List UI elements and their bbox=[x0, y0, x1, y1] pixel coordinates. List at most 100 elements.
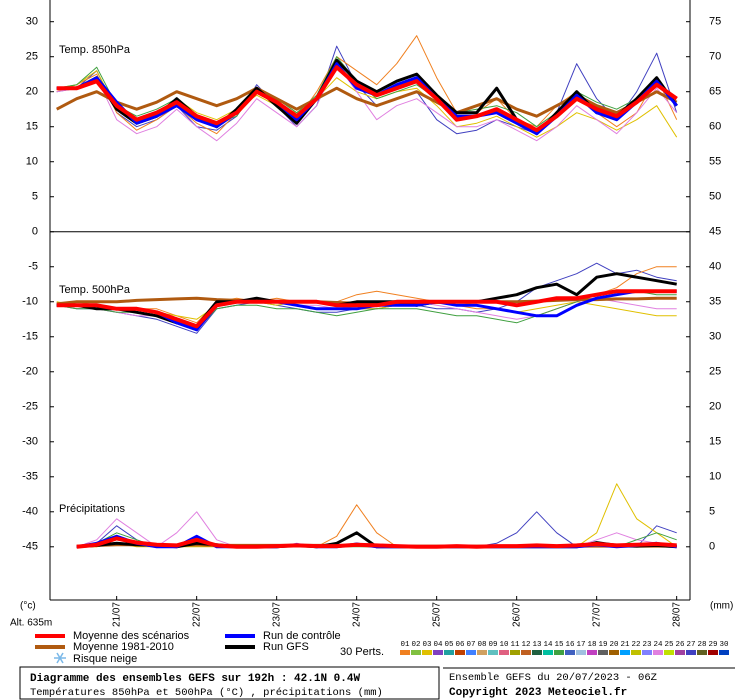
perturbation-number: 06 bbox=[455, 641, 465, 649]
perturbation-swatch bbox=[499, 650, 509, 655]
perturbation-number: 20 bbox=[609, 641, 619, 649]
y-tick-label: 20 bbox=[26, 86, 38, 98]
y2-unit: (mm) bbox=[710, 601, 733, 612]
y-tick-label: 15 bbox=[26, 121, 38, 133]
perturbation-swatch bbox=[477, 650, 487, 655]
perturbation-number: 29 bbox=[708, 641, 717, 649]
perturbation-swatch bbox=[686, 650, 696, 655]
y-tick-label: -35 bbox=[22, 471, 38, 483]
plot-area bbox=[57, 36, 677, 547]
panel-label: Précipitations bbox=[59, 503, 126, 515]
x-tick-label: 24/07 bbox=[351, 602, 362, 627]
perturbation-number: 24 bbox=[653, 641, 663, 649]
y-tick-label: 30 bbox=[26, 16, 38, 28]
perturbation-number: 22 bbox=[631, 641, 640, 649]
y-tick-label: -10 bbox=[22, 296, 38, 308]
y2-tick-label: 55 bbox=[709, 156, 721, 168]
perturbation-swatch bbox=[444, 650, 454, 655]
perturbation-number: 05 bbox=[444, 641, 454, 649]
y-unit: (°c) bbox=[20, 601, 36, 612]
perturbation-swatch bbox=[675, 650, 685, 655]
perturbation-swatch bbox=[631, 650, 641, 655]
perturbation-number: 15 bbox=[554, 641, 564, 649]
perturbation-swatch bbox=[521, 650, 531, 655]
legend-label: Moyenne 1981-2010 bbox=[73, 641, 174, 653]
x-tick-label: 27/07 bbox=[591, 602, 602, 627]
legend-label: Run GFS bbox=[263, 641, 309, 653]
y2-tick-label: 35 bbox=[709, 296, 721, 308]
perturbation-number: 18 bbox=[587, 641, 596, 649]
x-tick-label: 21/07 bbox=[111, 602, 122, 627]
y2-tick-label: 0 bbox=[709, 541, 715, 553]
perturbation-number: 23 bbox=[642, 641, 652, 649]
y-tick-label: -30 bbox=[22, 436, 38, 448]
perturbation-number: 25 bbox=[664, 641, 674, 649]
x-tick-label: 25/07 bbox=[431, 602, 442, 627]
y2-tick-label: 75 bbox=[709, 16, 721, 28]
perturbation-swatch bbox=[642, 650, 652, 655]
perturbation-swatch bbox=[565, 650, 575, 655]
y-tick-label: -25 bbox=[22, 401, 38, 413]
y2-tick-label: 30 bbox=[709, 331, 721, 343]
perturbation-swatch bbox=[598, 650, 608, 655]
copyright: Copyright 2023 Meteociel.fr bbox=[449, 687, 627, 699]
x-tick-label: 26/07 bbox=[511, 602, 522, 627]
perturbation-swatch bbox=[719, 650, 729, 655]
y-tick-label: 10 bbox=[26, 156, 38, 168]
y-tick-label: 0 bbox=[32, 226, 38, 238]
x-tick-label: 22/07 bbox=[191, 602, 202, 627]
x-tick-label: 23/07 bbox=[271, 602, 282, 627]
perturbation-number: 26 bbox=[675, 641, 685, 649]
perturbation-swatch bbox=[653, 650, 663, 655]
y-tick-label: 25 bbox=[26, 51, 38, 63]
perturbation-swatch bbox=[433, 650, 443, 655]
perturbation-swatch bbox=[543, 650, 553, 655]
perturbation-swatch bbox=[466, 650, 476, 655]
y2-tick-label: 5 bbox=[709, 506, 715, 518]
perturbation-swatch bbox=[510, 650, 520, 655]
perturbation-swatch bbox=[400, 650, 410, 655]
y-tick-label: -15 bbox=[22, 331, 38, 343]
perturbation-number: 09 bbox=[488, 641, 497, 649]
perturbation-number: 08 bbox=[477, 641, 486, 649]
perturbation-number: 02 bbox=[411, 641, 420, 649]
chart: 302520151050-5-10-15-20-25-30-35-40-4575… bbox=[0, 0, 740, 700]
perturbation-number: 03 bbox=[422, 641, 432, 649]
altitude: Alt. 635m bbox=[10, 618, 52, 629]
perturbation-swatch bbox=[587, 650, 597, 655]
perturbation-swatch bbox=[620, 650, 630, 655]
perturbation-number: 30 bbox=[719, 641, 729, 649]
perturbation-swatch bbox=[708, 650, 718, 655]
panel-label: Temp. 850hPa bbox=[59, 44, 131, 56]
perturbation-number: 17 bbox=[576, 641, 585, 649]
y-tick-label: 5 bbox=[32, 191, 38, 203]
y2-tick-label: 40 bbox=[709, 261, 721, 273]
perturbation-swatch bbox=[697, 650, 707, 655]
y-tick-label: -20 bbox=[22, 366, 38, 378]
y-tick-label: -40 bbox=[22, 506, 38, 518]
y-tick-label: -5 bbox=[28, 261, 38, 273]
y2-tick-label: 45 bbox=[709, 226, 721, 238]
footer-subtitle: Températures 850hPa et 500hPa (°C) , pré… bbox=[30, 687, 383, 699]
footer-title: Diagramme des ensembles GEFS sur 192h : … bbox=[30, 673, 360, 685]
perturbation-swatch bbox=[664, 650, 674, 655]
perturbation-swatch bbox=[532, 650, 542, 655]
perturbation-number: 21 bbox=[620, 641, 630, 649]
perturbation-number: 13 bbox=[532, 641, 542, 649]
perturbation-number: 12 bbox=[521, 641, 530, 649]
y2-tick-label: 25 bbox=[709, 366, 721, 378]
y2-tick-label: 70 bbox=[709, 51, 721, 63]
perturbation-number: 10 bbox=[499, 641, 509, 649]
perturbation-swatch bbox=[411, 650, 421, 655]
perturbation-number: 04 bbox=[433, 641, 443, 649]
snow-label: Risque neige bbox=[73, 653, 137, 665]
snow-icon bbox=[54, 653, 66, 663]
perturbation-number: 19 bbox=[598, 641, 607, 649]
y2-tick-label: 50 bbox=[709, 191, 721, 203]
perturbation-line bbox=[77, 512, 677, 547]
perturbation-swatch bbox=[488, 650, 498, 655]
perturbation-number: 27 bbox=[686, 641, 695, 649]
y2-tick-label: 20 bbox=[709, 401, 721, 413]
perturbation-line bbox=[77, 484, 677, 547]
perturbation-swatch bbox=[455, 650, 465, 655]
